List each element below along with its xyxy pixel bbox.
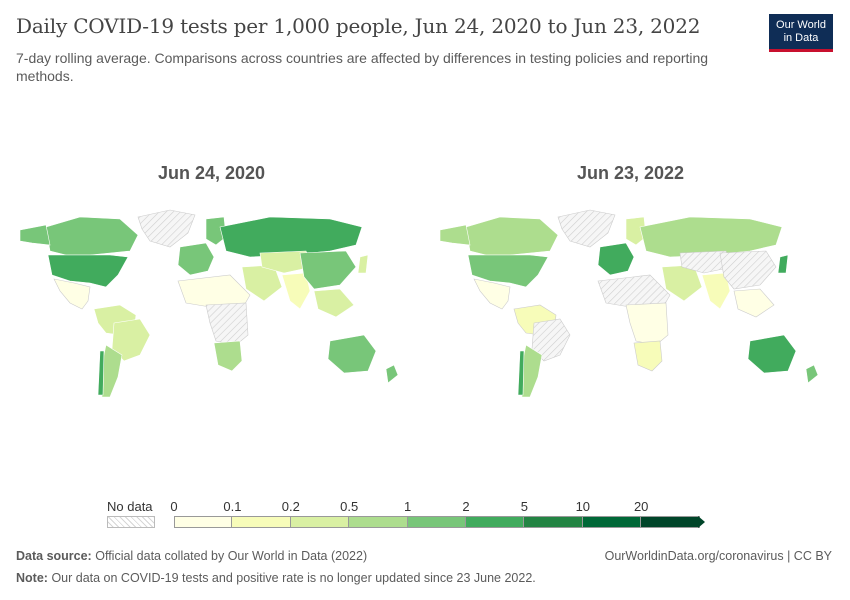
usa[interactable]: [467, 254, 549, 288]
legend-bin[interactable]: [232, 516, 291, 528]
legend-nodata-label: No data: [107, 499, 153, 514]
central-asia[interactable]: [679, 250, 733, 274]
chart-title: Daily COVID-19 tests per 1,000 people, J…: [16, 14, 701, 38]
legend-tick-label: 2: [462, 499, 470, 514]
legend-tick-label: 0.2: [281, 499, 300, 514]
map-left-date: Jun 24, 2020: [158, 163, 266, 183]
logo-line-1: Our World: [776, 18, 826, 31]
africa-south[interactable]: [633, 340, 663, 372]
usa[interactable]: [47, 254, 129, 288]
southeast-asia[interactable]: [313, 288, 355, 318]
australia[interactable]: [747, 334, 797, 374]
alaska[interactable]: [19, 224, 51, 246]
map-right-date: Jun 23, 2022: [577, 163, 685, 183]
china[interactable]: [299, 250, 357, 290]
footer-note: Note: Our data on COVID-19 tests and pos…: [16, 571, 536, 585]
china[interactable]: [719, 250, 777, 290]
legend-tick-label: 0: [170, 499, 178, 514]
legend-tick-label: 1: [403, 499, 412, 514]
legend-arrow-icon: [698, 516, 705, 528]
japan[interactable]: [357, 254, 369, 274]
new-zealand[interactable]: [385, 364, 399, 384]
chart-subtitle: 7-day rolling average. Comparisons acros…: [16, 50, 709, 84]
greenland[interactable]: [137, 209, 196, 248]
scandinavia[interactable]: [625, 216, 647, 246]
legend-tick-label: 5: [520, 499, 529, 514]
legend-bin[interactable]: [290, 516, 350, 528]
legend-bin[interactable]: [407, 516, 466, 528]
legend-bin[interactable]: [174, 516, 233, 528]
australia[interactable]: [327, 334, 377, 374]
scandinavia[interactable]: [205, 216, 227, 246]
central-asia[interactable]: [259, 250, 313, 274]
owid-logo[interactable]: Our World in Data: [769, 14, 833, 52]
legend-tick-label: 10: [575, 499, 591, 514]
mexico[interactable]: [53, 278, 91, 310]
legend-bin[interactable]: [349, 516, 408, 528]
new-zealand[interactable]: [805, 364, 819, 384]
southeast-asia[interactable]: [733, 288, 775, 318]
africa-south[interactable]: [213, 340, 243, 372]
world-map-2020[interactable]: [10, 205, 410, 410]
mexico[interactable]: [473, 278, 511, 310]
japan[interactable]: [777, 254, 789, 274]
india[interactable]: [281, 272, 311, 310]
africa-central[interactable]: [205, 302, 249, 346]
canada[interactable]: [465, 216, 559, 256]
footer-url-link[interactable]: OurWorldinData.org/coronavirus | CC BY: [604, 549, 832, 563]
legend-tick-label: 0.1: [223, 499, 242, 514]
footer-source-label: Data source:: [16, 549, 92, 563]
russia[interactable]: [639, 216, 783, 258]
world-map-2022[interactable]: [430, 205, 830, 410]
footer-source: Data source: Official data collated by O…: [16, 549, 367, 563]
legend-bin[interactable]: [582, 516, 642, 528]
greenland[interactable]: [557, 209, 616, 248]
legend-frame: [174, 516, 700, 528]
chile[interactable]: [97, 350, 105, 396]
legend-bin[interactable]: [524, 516, 583, 528]
footer-note-text: Our data on COVID-19 tests and positive …: [51, 571, 536, 585]
legend-tick-label: 0.5: [340, 499, 359, 514]
africa-central[interactable]: [625, 302, 669, 346]
europe-west[interactable]: [597, 242, 635, 276]
canada[interactable]: [45, 216, 139, 256]
alaska[interactable]: [439, 224, 471, 246]
chile[interactable]: [517, 350, 525, 396]
legend-nodata-swatch[interactable]: [107, 516, 155, 528]
logo-line-2: in Data: [783, 31, 819, 44]
russia[interactable]: [219, 216, 363, 258]
legend-bin[interactable]: [466, 516, 525, 528]
india[interactable]: [701, 272, 731, 310]
europe-west[interactable]: [177, 242, 215, 276]
footer-source-text: Official data collated by Our World in D…: [95, 549, 368, 563]
legend-tick-label: 20: [633, 499, 649, 514]
footer-note-label: Note:: [16, 571, 48, 585]
